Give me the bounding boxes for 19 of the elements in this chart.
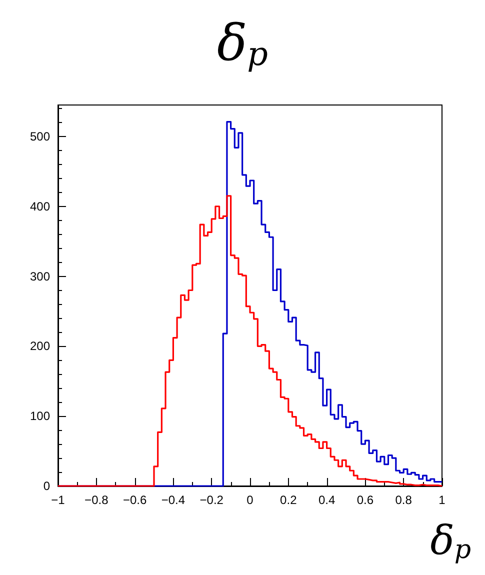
y-tick-label: 200 xyxy=(30,339,50,354)
x-tick-label: −0.8 xyxy=(84,493,109,507)
x-tick-label: −1 xyxy=(51,493,66,507)
y-tick-label: 300 xyxy=(30,269,50,284)
x-tick-label: −0.2 xyxy=(200,493,224,507)
y-tick-label: 0 xyxy=(43,479,50,493)
chart-title: δp xyxy=(217,14,268,73)
x-tick-label: 0.8 xyxy=(395,493,412,507)
x-tick-label: −0.4 xyxy=(161,493,186,507)
x-tick-label: 0.6 xyxy=(356,493,374,507)
y-tick-label: 500 xyxy=(30,129,50,144)
y-tick-label: 100 xyxy=(30,409,50,424)
x-tick-label: 0.2 xyxy=(280,493,298,507)
x-axis-title: δp xyxy=(430,518,472,565)
x-tick-label: 0.4 xyxy=(318,493,336,507)
x-tick-label: 1 xyxy=(438,493,446,507)
y-tick-label: 400 xyxy=(30,199,50,214)
x-tick-label: 0 xyxy=(246,493,254,507)
x-tick-label: −0.6 xyxy=(122,493,147,507)
